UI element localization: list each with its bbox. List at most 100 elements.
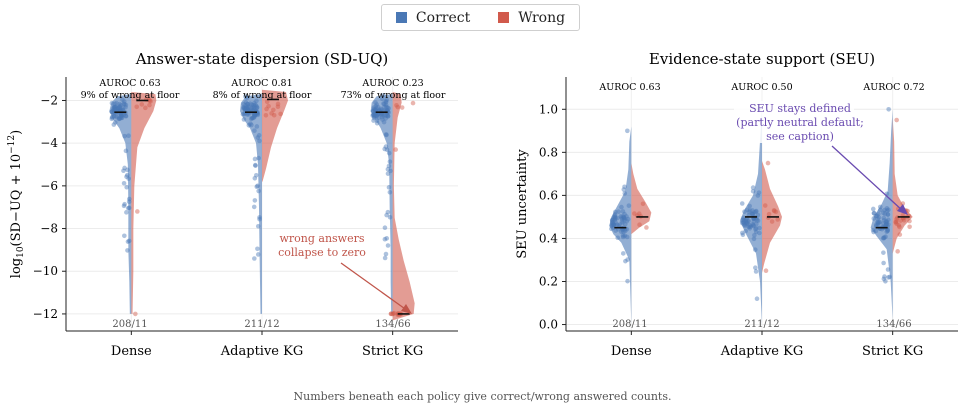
- point-correct: [124, 184, 129, 190]
- point-correct: [249, 115, 255, 121]
- point-correct: [751, 236, 757, 242]
- point-wrong: [388, 311, 394, 317]
- point-correct: [121, 101, 127, 107]
- point-correct: [612, 222, 617, 227]
- point-correct: [241, 105, 246, 111]
- point-correct: [385, 114, 391, 119]
- point-correct: [386, 163, 392, 169]
- panel-seu: 0.0 0.2 0.4 0.6 0.8 1.0 Dense Adaptive KG Stric…: [515, 50, 958, 359]
- title-right: Evidence-state support (SEU): [649, 50, 875, 68]
- point-wrong: [143, 105, 148, 111]
- point-correct: [379, 107, 384, 113]
- y-tick-label: 0.2: [539, 274, 558, 288]
- point-correct: [254, 105, 260, 111]
- point-correct: [125, 205, 131, 211]
- point-correct: [117, 104, 122, 109]
- point-wrong: [771, 208, 777, 213]
- point-wrong: [775, 217, 781, 222]
- legend-label-correct: Correct: [415, 9, 471, 26]
- point-correct: [384, 236, 390, 241]
- point-correct: [612, 212, 618, 217]
- point-correct: [254, 98, 259, 104]
- callout-text: wrong answers: [279, 232, 364, 245]
- point-correct: [875, 216, 880, 222]
- point-wrong: [762, 203, 768, 208]
- footnote: Numbers beneath each policy give correct…: [293, 390, 672, 403]
- point-correct: [871, 210, 877, 216]
- point-correct: [747, 224, 752, 230]
- point-correct: [252, 198, 258, 203]
- point-correct: [252, 114, 257, 120]
- point-correct: [115, 105, 121, 111]
- point-correct: [256, 188, 261, 194]
- point-correct: [619, 219, 625, 224]
- point-correct: [373, 104, 379, 109]
- point-correct: [375, 104, 381, 110]
- point-wrong: [135, 209, 140, 214]
- point-correct: [871, 216, 877, 221]
- point-correct: [743, 222, 748, 227]
- point-correct: [383, 132, 389, 137]
- violin-correct: [109, 94, 132, 314]
- point-correct: [121, 168, 126, 174]
- point-correct: [741, 217, 747, 223]
- point-correct: [245, 107, 251, 113]
- point-correct: [882, 235, 887, 240]
- point-correct: [741, 215, 746, 221]
- callout-arrow: [831, 145, 904, 212]
- point-correct: [611, 222, 617, 228]
- medians-right: [614, 216, 910, 229]
- point-wrong: [640, 201, 646, 207]
- auroc-label: AUROC 0.63: [98, 78, 160, 89]
- point-correct: [374, 113, 379, 119]
- point-correct: [118, 112, 124, 118]
- point-correct: [875, 220, 881, 226]
- point-correct: [242, 106, 247, 111]
- point-wrong: [772, 208, 777, 214]
- point-wrong: [147, 98, 153, 103]
- point-correct: [384, 147, 390, 153]
- point-correct: [372, 112, 377, 118]
- point-correct: [246, 123, 252, 128]
- point-correct: [870, 206, 876, 212]
- point-correct: [125, 167, 130, 173]
- legend-swatch-wrong: [498, 12, 510, 23]
- point-correct: [114, 113, 119, 119]
- point-wrong: [895, 249, 900, 254]
- point-correct: [257, 215, 262, 220]
- count-label: 208/11: [112, 319, 147, 330]
- callout-left: wrong answers collapse to zero: [278, 231, 412, 314]
- point-correct: [379, 112, 384, 117]
- point-correct: [625, 216, 631, 222]
- callout-arrow: [340, 262, 409, 312]
- point-correct: [373, 107, 378, 113]
- point-correct: [620, 234, 626, 240]
- point-correct: [371, 112, 376, 117]
- floor-label: 73% of wrong at floor: [341, 90, 446, 101]
- point-correct: [121, 112, 127, 118]
- point-wrong: [893, 219, 899, 225]
- point-correct: [744, 221, 749, 226]
- point-wrong: [390, 311, 396, 316]
- point-correct: [112, 105, 117, 111]
- point-correct: [870, 227, 876, 233]
- point-correct: [621, 187, 627, 192]
- point-correct: [253, 172, 259, 178]
- point-wrong: [765, 160, 771, 166]
- y-tick-label: 1.0: [539, 102, 558, 116]
- point-correct: [620, 209, 626, 214]
- point-correct: [382, 104, 387, 110]
- point-correct: [612, 213, 618, 219]
- point-correct: [383, 99, 389, 105]
- violin-wrong: [392, 91, 415, 321]
- point-correct: [109, 114, 115, 120]
- point-correct: [384, 104, 389, 110]
- point-correct: [113, 104, 119, 110]
- point-correct: [884, 219, 890, 225]
- point-wrong: [147, 102, 152, 108]
- point-correct: [248, 121, 253, 126]
- point-wrong: [399, 105, 405, 110]
- point-correct: [740, 232, 746, 238]
- point-correct: [253, 163, 258, 168]
- point-correct: [117, 116, 122, 121]
